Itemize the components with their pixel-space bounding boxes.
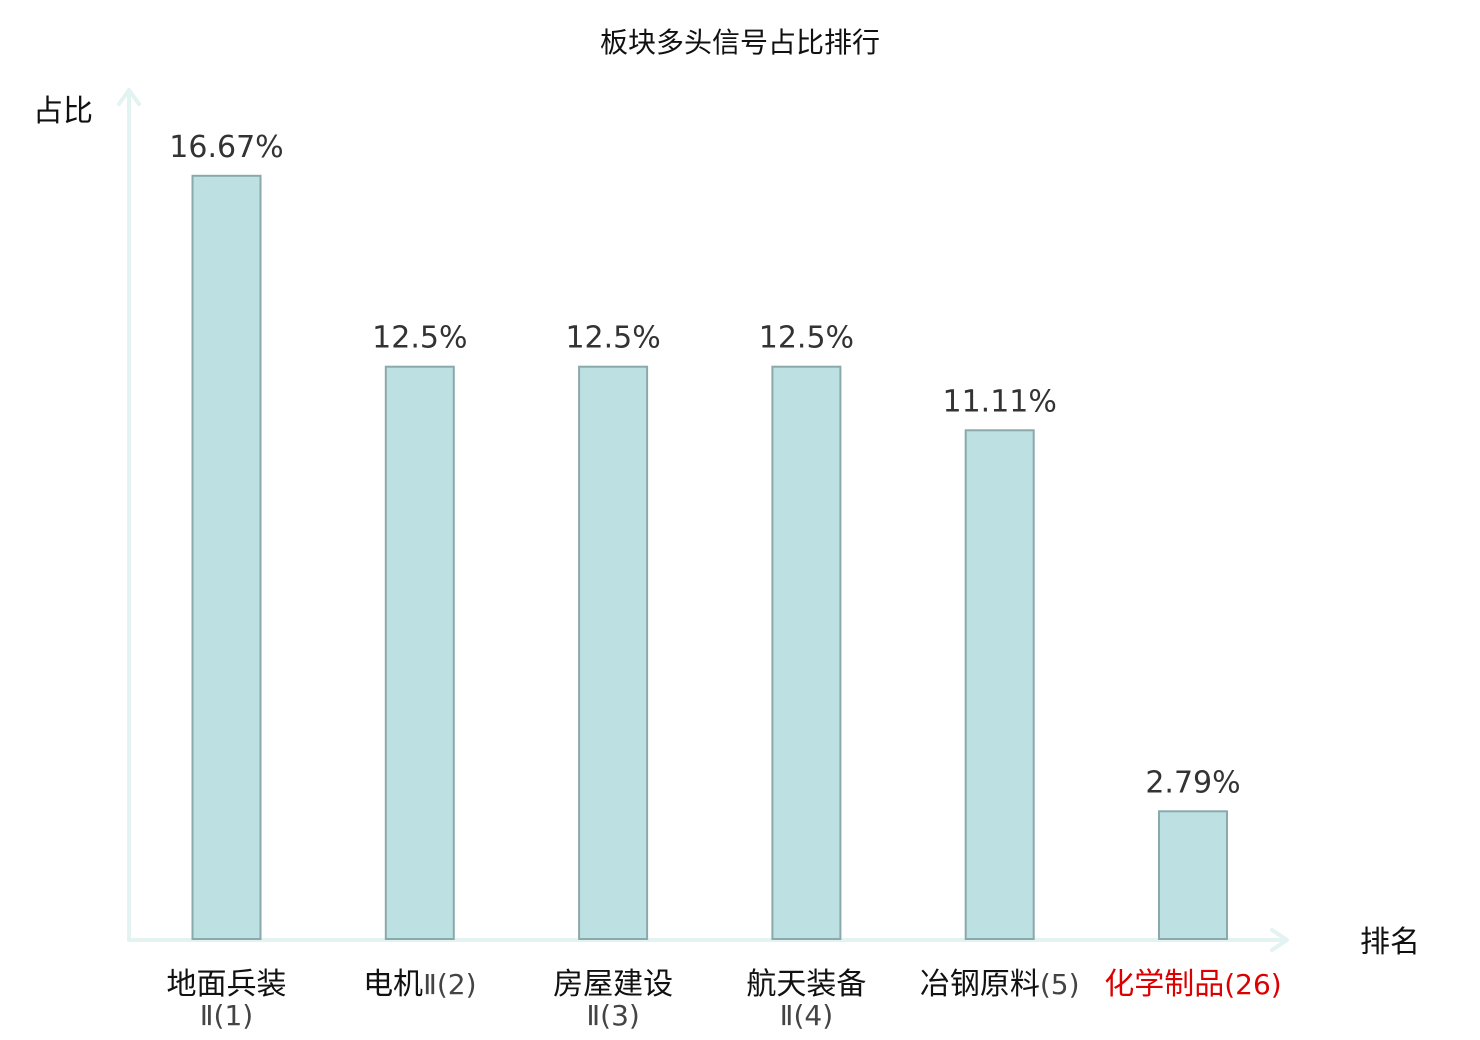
value-label-6: 2.79%: [1145, 765, 1240, 800]
category-rank-6: (26): [1224, 968, 1281, 1001]
category-name-6: 化学制品: [1104, 967, 1224, 1002]
value-label-5: 11.11%: [943, 384, 1057, 419]
category-label-1: 地面兵装 Ⅱ(1): [167, 967, 287, 1032]
y-axis-label: 占比: [33, 94, 93, 129]
category-name-5: 冶钢原料: [920, 967, 1040, 1002]
value-labels-group: 16.67% 12.5% 12.5% 12.5% 11.11% 2.79%: [169, 130, 1240, 800]
bar-3: [578, 365, 649, 940]
value-label-2: 12.5%: [372, 321, 467, 356]
category-rank-5: (5): [1040, 968, 1080, 1001]
x-axis-label: 排名: [1360, 925, 1420, 960]
bar-2: [384, 365, 455, 940]
value-label-4: 12.5%: [759, 321, 854, 356]
bars-group: [191, 174, 1228, 941]
category-name-3: 房屋建设: [553, 967, 673, 1002]
category-label-5: 冶钢原料(5): [920, 967, 1080, 1002]
category-label-4: 航天装备 Ⅱ(4): [746, 967, 866, 1032]
category-label-3: 房屋建设 Ⅱ(3): [553, 967, 673, 1032]
value-label-3: 12.5%: [565, 321, 660, 356]
value-label-1: 16.67%: [169, 130, 283, 165]
category-rank-1: Ⅱ(1): [200, 999, 253, 1032]
x-axis-arrow: [1270, 928, 1289, 952]
category-name-2: 电机: [363, 967, 423, 1002]
category-labels-group: 地面兵装 Ⅱ(1) 电机Ⅱ(2) 房屋建设 Ⅱ(3) 航天装备 Ⅱ(4) 冶钢原料(5) 化学制…: [167, 967, 1282, 1032]
bar-6: [1158, 810, 1228, 940]
category-rank-4: Ⅱ(4): [780, 999, 833, 1032]
bar-4: [771, 365, 842, 940]
bar-5: [964, 429, 1035, 940]
category-name-4: 航天装备: [746, 967, 866, 1002]
bar-1: [191, 174, 262, 941]
category-rank-3: Ⅱ(3): [586, 999, 639, 1032]
category-label-6: 化学制品(26): [1104, 967, 1281, 1002]
axes: [117, 88, 1289, 952]
category-rank-2: Ⅱ(2): [423, 968, 476, 1001]
category-name-1: 地面兵装: [167, 967, 287, 1002]
chart-title: 板块多头信号占比排行: [600, 26, 880, 59]
category-label-2: 电机Ⅱ(2): [363, 967, 476, 1002]
